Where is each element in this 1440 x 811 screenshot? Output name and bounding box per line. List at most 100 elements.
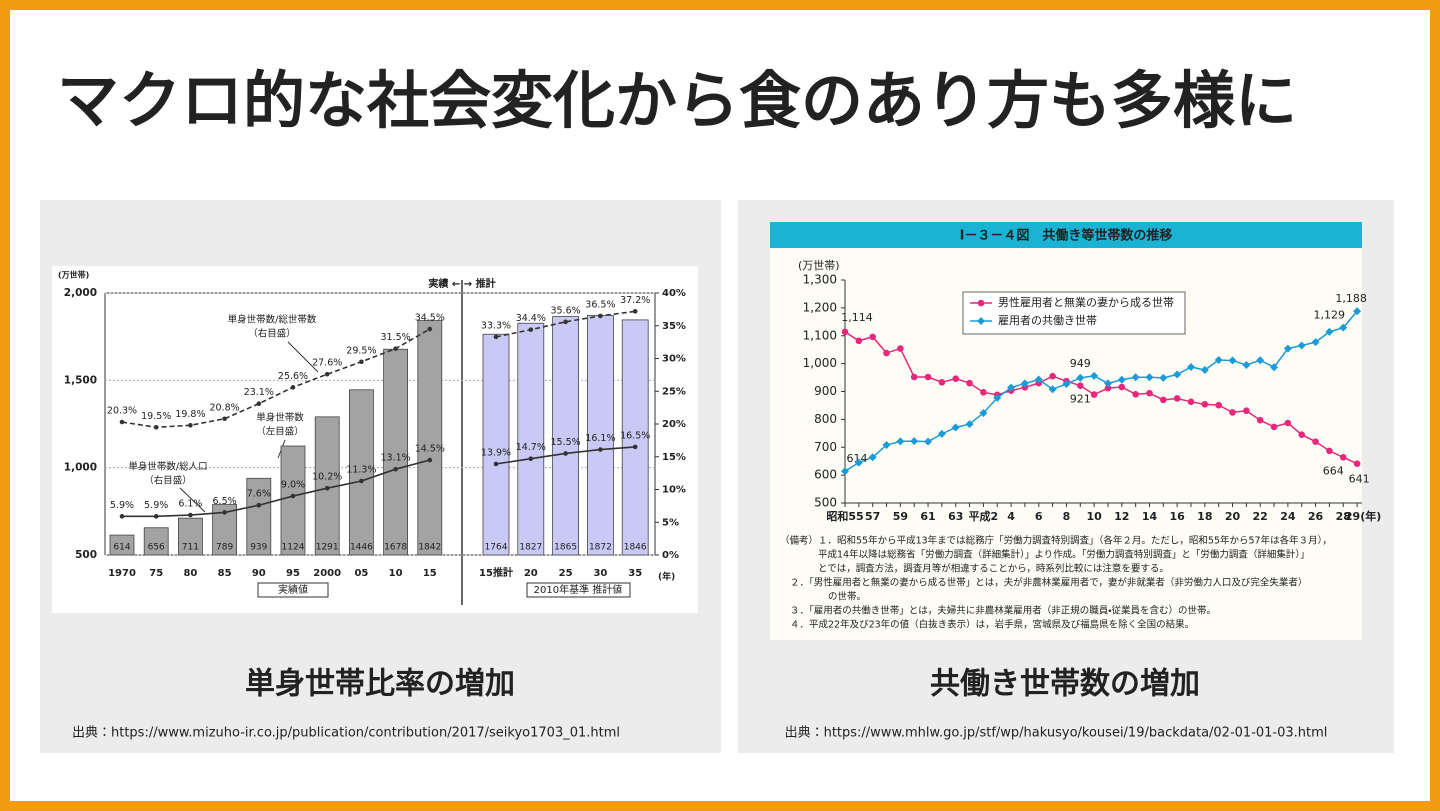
point	[1215, 401, 1222, 409]
point-label: 33.3%	[481, 320, 511, 331]
legend-box	[962, 291, 1186, 335]
point	[1270, 423, 1278, 431]
y-tick-label: 2,000	[64, 287, 97, 299]
point-label: 1,129	[1313, 309, 1345, 322]
x-tick-label: 85	[218, 568, 232, 579]
point-label: 25.6%	[278, 371, 308, 382]
bar	[383, 348, 409, 556]
x-tick-label: 4	[1007, 510, 1015, 523]
bar-value-label: 1291	[316, 543, 339, 553]
note-line: ３．「雇用者の共働き世帯」とは，夫婦共に非農林業雇用者（非正規の職員・従業員を含…	[790, 605, 1216, 617]
point	[1187, 398, 1195, 406]
x-tick-label: 75	[149, 568, 163, 579]
point	[1353, 460, 1361, 467]
point	[1312, 438, 1319, 445]
point	[924, 373, 932, 381]
point	[324, 371, 330, 377]
point	[598, 313, 603, 319]
point	[1201, 401, 1209, 408]
series-label-note: （右目盛）	[144, 475, 192, 487]
point-label: 6.5%	[213, 496, 237, 507]
slide-title: マクロ的な社会変化から食のあり方も多様に	[57, 64, 1297, 137]
point	[563, 451, 568, 456]
group-box	[257, 582, 329, 598]
x-tick-label: 95	[286, 568, 300, 579]
point	[1049, 372, 1056, 380]
point	[153, 424, 159, 430]
point-label: 34.4%	[516, 313, 546, 324]
point	[1145, 373, 1154, 382]
x-tick-label: 平成2	[969, 509, 999, 523]
point	[1090, 391, 1098, 398]
bar-value-label: 939	[250, 543, 267, 553]
period-label: 実績 ← → 推計	[428, 277, 495, 290]
point-label: 20.8%	[210, 402, 240, 413]
point	[324, 485, 330, 491]
point	[1311, 338, 1320, 347]
point	[841, 467, 849, 476]
point	[119, 419, 125, 425]
point	[854, 458, 863, 467]
point-label: 921	[1070, 393, 1091, 406]
point	[1132, 390, 1139, 398]
bar	[109, 534, 135, 556]
point	[965, 420, 974, 429]
point	[427, 457, 433, 463]
bar	[417, 320, 443, 556]
point	[427, 326, 433, 332]
point	[222, 416, 227, 422]
y2-tick-label: 0%	[662, 550, 679, 561]
x-tick-label: 20	[524, 568, 538, 579]
bar-value-label: 1764	[485, 543, 508, 553]
x-tick-label: 25	[559, 568, 573, 579]
point	[1339, 323, 1348, 332]
point	[1325, 327, 1334, 336]
point	[910, 437, 919, 446]
x-unit-label: (年)	[658, 571, 675, 583]
point	[855, 337, 863, 345]
note-line: ４．平成22年及び23年の値（白抜き表示）は，岩手県，宮城県及び福島県を除く全国…	[790, 619, 1194, 631]
x-tick-label: 59	[893, 510, 908, 523]
x-tick-label: 18	[1197, 510, 1212, 523]
point-label: 614	[847, 452, 868, 465]
point-label: 20.3%	[107, 406, 137, 417]
y-tick-label: 500	[814, 496, 837, 510]
x-tick-label: 80	[183, 568, 197, 579]
y-tick-label: 700	[814, 440, 837, 454]
y-tick-label: 1,100	[803, 328, 837, 342]
point	[1117, 375, 1126, 384]
point	[528, 327, 534, 332]
point-label: 1,114	[841, 311, 873, 324]
point	[882, 441, 891, 450]
point	[883, 349, 890, 357]
x-tick-label: 05	[354, 568, 368, 579]
x-tick-label: 35	[628, 568, 642, 579]
point	[393, 466, 398, 472]
point-label: 1,188	[1335, 292, 1367, 305]
point-label: 36.5%	[585, 299, 615, 310]
bar-value-label: 1446	[350, 543, 373, 553]
x-tick-label: 15	[423, 568, 437, 579]
bar-label: 単身世帯数	[256, 412, 304, 424]
bar	[280, 445, 306, 556]
point	[1270, 363, 1279, 372]
x-tick-label: 昭和55	[826, 509, 863, 523]
point	[1326, 447, 1333, 455]
point	[951, 423, 960, 432]
annotation-arrow	[179, 487, 206, 513]
note-line: ２．「男性雇用者と無業の妻から成る世帯」とは，夫が非農林業雇用者で，妻が非就業者…	[790, 577, 1307, 589]
point-label: 949	[1070, 357, 1091, 370]
point-label: 19.5%	[141, 411, 171, 422]
point	[924, 437, 933, 446]
legend-marker	[977, 317, 985, 325]
point	[1353, 307, 1362, 316]
annotation-arrow	[287, 341, 319, 373]
point	[359, 478, 364, 484]
point	[1283, 344, 1292, 353]
point	[290, 385, 296, 390]
bar	[246, 477, 272, 556]
point	[528, 456, 534, 462]
x-tick-label: 24	[1280, 510, 1296, 523]
y2-tick-label: 35%	[662, 321, 686, 332]
point	[910, 373, 918, 381]
